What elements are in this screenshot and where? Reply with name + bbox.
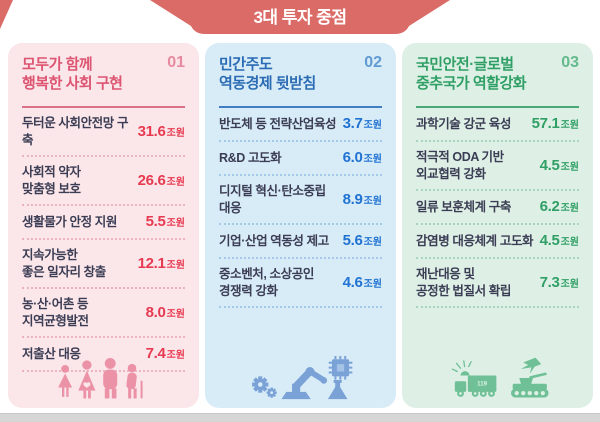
budget-label: 일류 보훈체계 구축 [416, 199, 511, 214]
budget-value: 5.6조원 [342, 232, 382, 250]
budget-row: 재난대응 및 공정한 법질서 확립 7.3조원 [416, 259, 579, 309]
budget-label: 저출산 대응 [22, 346, 81, 361]
budget-label: 반도체 등 전략산업육성 [219, 116, 337, 131]
card-safety-global: 국민안전·글로벌 중추국가 역할강화 03 과학기술 강군 육성 57.1조원 … [402, 43, 593, 408]
banner-ribbon-shape [150, 0, 450, 34]
unit-suffix: 조원 [363, 154, 382, 166]
defense-vehicles-icon: 119 [451, 357, 549, 398]
card-number-badge: 01 [167, 54, 185, 71]
illustration-area: 119 [416, 352, 579, 400]
budget-row: 적극적 ODA 기반 외교협력 강화 4.5조원 [416, 142, 579, 192]
budget-value: 4.5조원 [539, 156, 579, 174]
budget-value: 4.5조원 [539, 232, 579, 250]
budget-value: 4.6조원 [342, 273, 382, 291]
bottom-divider-bar [0, 413, 600, 422]
unit-suffix: 조원 [560, 161, 579, 173]
budget-row: 저출산 대응 7.4조원 [22, 338, 185, 373]
budget-label: 중소벤처, 소상공인 경쟁력 강화 [219, 267, 314, 298]
budget-value: 7.4조원 [145, 345, 185, 363]
budget-label: 지속가능한 좋은 일자리 창출 [22, 248, 106, 279]
card-society: 모두가 함께 행복한 사회 구현 01 두터운 사회안전망 구축 31.6조원 … [8, 43, 199, 408]
budget-value: 12.1조원 [137, 254, 185, 272]
industry-robot-icon [251, 356, 352, 400]
budget-label: 감염병 대응체계 고도화 [416, 233, 534, 248]
unit-suffix: 조원 [166, 127, 185, 139]
card-header: 모두가 함께 행복한 사회 구현 01 [22, 54, 185, 109]
budget-row: 농·산·어촌 등 지역균형발전 8.0조원 [22, 289, 185, 339]
family-icon [57, 358, 143, 399]
budget-row: 감염병 대응체계 고도화 4.5조원 [416, 225, 579, 260]
budget-row: 기업·산업 역동성 제고 5.6조원 [219, 225, 382, 260]
unit-suffix: 조원 [363, 120, 382, 132]
budget-row: 두터운 사회안전망 구축 31.6조원 [22, 108, 185, 158]
unit-suffix: 조원 [363, 195, 382, 207]
budget-row: 사회적 약자 맞춤형 보호 26.6조원 [22, 157, 185, 207]
budget-row: 과학기술 강군 육성 57.1조원 [416, 108, 579, 143]
card-number-badge: 02 [364, 54, 382, 71]
budget-row: 반도체 등 전략산업육성 3.7조원 [219, 108, 382, 143]
unit-suffix: 조원 [363, 237, 382, 249]
card-title: 모두가 함께 행복한 사회 구현 [22, 56, 123, 93]
card-economy: 민간주도 역동경제 뒷받침 02 반도체 등 전략산업육성 3.7조원 R&D … [205, 43, 396, 408]
banner: 3대 투자 중점 [150, 0, 450, 34]
card-header: 민간주도 역동경제 뒷받침 02 [219, 54, 382, 109]
budget-value: 8.9조원 [342, 190, 382, 208]
card-number-badge: 03 [561, 54, 579, 71]
budget-value: 57.1조원 [531, 115, 579, 133]
priority-cards: 모두가 함께 행복한 사회 구현 01 두터운 사회안전망 구축 31.6조원 … [8, 43, 593, 408]
corner-ribbon-decoration [0, 0, 13, 29]
budget-label: R&D 고도화 [219, 150, 282, 165]
unit-suffix: 조원 [560, 237, 579, 249]
budget-row: 디지털 혁신·탄소중립 대응 8.9조원 [219, 176, 382, 226]
budget-label: 디지털 혁신·탄소중립 대응 [219, 184, 326, 215]
budget-label: 재난대응 및 공정한 법질서 확립 [416, 267, 511, 298]
budget-value: 3.7조원 [342, 115, 382, 133]
budget-value: 7.3조원 [539, 273, 579, 291]
unit-suffix: 조원 [166, 350, 185, 362]
truck-119-label: 119 [477, 380, 487, 387]
budget-label: 기업·산업 역동성 제고 [219, 233, 329, 248]
budget-label: 생활물가 안정 지원 [22, 214, 117, 229]
card-title: 국민안전·글로벌 중추국가 역할강화 [416, 56, 527, 93]
budget-label: 사회적 약자 맞춤형 보호 [22, 165, 81, 196]
unit-suffix: 조원 [166, 308, 185, 320]
budget-row: 중소벤처, 소상공인 경쟁력 강화 4.6조원 [219, 259, 382, 309]
budget-value: 5.5조원 [145, 213, 185, 231]
budget-label: 농·산·어촌 등 지역균형발전 [22, 297, 89, 328]
budget-value: 31.6조원 [137, 122, 185, 140]
budget-label: 과학기술 강군 육성 [416, 116, 511, 131]
budget-value: 6.0조원 [342, 149, 382, 167]
budget-value: 6.2조원 [539, 198, 579, 216]
banner-title: 3대 투자 중점 [253, 8, 347, 27]
illustration-area [22, 358, 185, 400]
budget-row: R&D 고도화 6.0조원 [219, 142, 382, 177]
unit-suffix: 조원 [363, 278, 382, 290]
budget-row: 생활물가 안정 지원 5.5조원 [22, 206, 185, 241]
budget-value: 8.0조원 [145, 303, 185, 321]
card-header: 국민안전·글로벌 중추국가 역할강화 03 [416, 54, 579, 109]
unit-suffix: 조원 [560, 278, 579, 290]
illustration-area [219, 352, 382, 400]
budget-row: 일류 보훈체계 구축 6.2조원 [416, 191, 579, 226]
unit-suffix: 조원 [166, 259, 185, 271]
unit-suffix: 조원 [166, 176, 185, 188]
unit-suffix: 조원 [166, 218, 185, 230]
budget-row: 지속가능한 좋은 일자리 창출 12.1조원 [22, 240, 185, 290]
budget-label: 적극적 ODA 기반 외교협력 강화 [416, 150, 504, 181]
unit-suffix: 조원 [560, 203, 579, 215]
unit-suffix: 조원 [560, 120, 579, 132]
budget-label: 두터운 사회안전망 구축 [22, 116, 129, 147]
card-title: 민간주도 역동경제 뒷받침 [219, 56, 316, 93]
budget-value: 26.6조원 [137, 171, 185, 189]
